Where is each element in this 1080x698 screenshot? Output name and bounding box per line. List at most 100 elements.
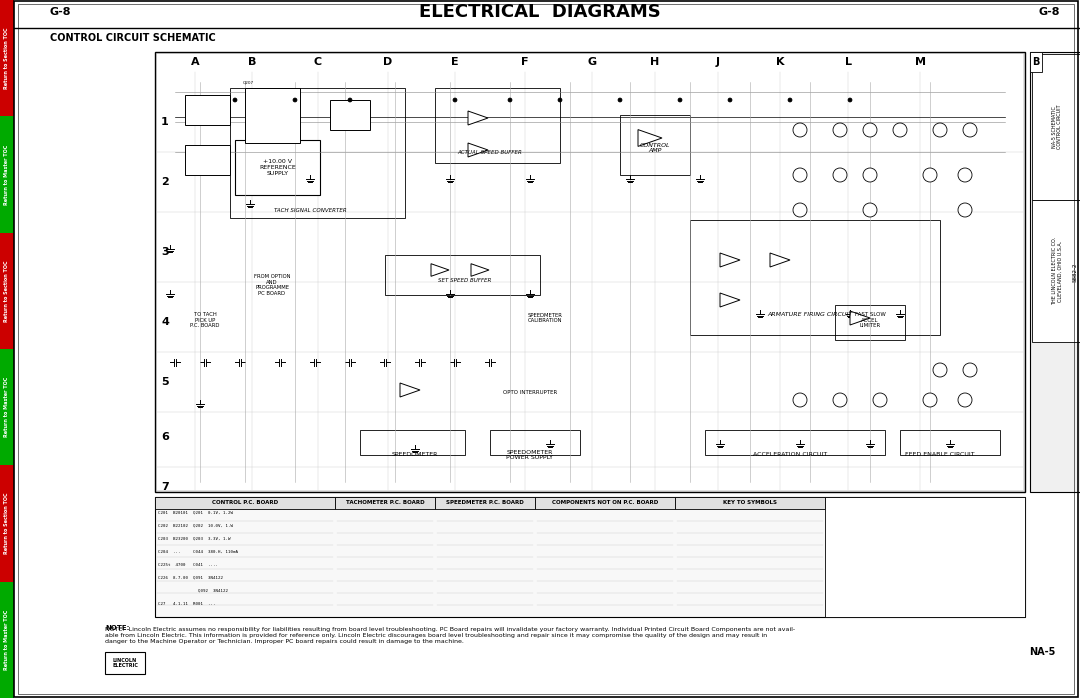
Text: THE LINCOLN ELECTRIC CO.
CLEVELAND, OHIO U.S.A.: THE LINCOLN ELECTRIC CO. CLEVELAND, OHIO… <box>1052 237 1063 305</box>
Circle shape <box>793 203 807 217</box>
Bar <box>156 52 1025 492</box>
Circle shape <box>788 98 792 102</box>
Bar <box>156 497 335 509</box>
Circle shape <box>963 363 977 377</box>
Circle shape <box>293 98 297 102</box>
Text: G: G <box>588 57 596 67</box>
Text: ACTUAL SPEED BUFFER: ACTUAL SPEED BUFFER <box>458 149 523 154</box>
Circle shape <box>348 98 352 102</box>
Text: ARMATURE FIRING CIRCUIT: ARMATURE FIRING CIRCUIT <box>768 313 852 318</box>
Text: H: H <box>650 57 660 67</box>
Circle shape <box>863 203 877 217</box>
Circle shape <box>618 98 622 102</box>
Text: SPEEDMETER
CALIBRATION: SPEEDMETER CALIBRATION <box>527 313 563 323</box>
Bar <box>156 497 1025 617</box>
Text: 2: 2 <box>161 177 168 187</box>
Text: E: E <box>451 57 459 67</box>
Text: Return to Section TOC: Return to Section TOC <box>4 260 10 322</box>
Bar <box>825 497 1025 617</box>
Text: Q092  3N4122: Q092 3N4122 <box>158 589 228 593</box>
Circle shape <box>873 393 887 407</box>
Text: C225t  4700   C041  ....: C225t 4700 C041 .... <box>158 563 218 567</box>
Text: CONTROL
AMP: CONTROL AMP <box>639 142 671 154</box>
Text: Return to Section TOC: Return to Section TOC <box>4 27 10 89</box>
Text: FEED ENABLE CIRCUIT: FEED ENABLE CIRCUIT <box>905 452 975 457</box>
Circle shape <box>793 168 807 182</box>
Circle shape <box>833 123 847 137</box>
Bar <box>900 430 1000 455</box>
Bar <box>1030 52 1080 492</box>
Text: ELECTRICAL  DIAGRAMS: ELECTRICAL DIAGRAMS <box>419 3 661 21</box>
Text: NA-5: NA-5 <box>1028 647 1055 657</box>
Bar <box>535 497 675 509</box>
Bar <box>0 0 14 117</box>
Circle shape <box>678 98 681 102</box>
Text: Q207: Q207 <box>242 81 254 85</box>
Bar <box>185 95 230 125</box>
Circle shape <box>833 393 847 407</box>
Bar <box>384 255 540 295</box>
Bar <box>435 88 561 163</box>
Text: SPEEDOMETER
POWER SUPPLY: SPEEDOMETER POWER SUPPLY <box>507 450 554 461</box>
Circle shape <box>933 123 947 137</box>
Text: K: K <box>775 57 784 67</box>
Polygon shape <box>720 293 740 307</box>
Polygon shape <box>468 111 488 125</box>
Text: Return to Master TOC: Return to Master TOC <box>4 377 10 437</box>
Circle shape <box>848 98 852 102</box>
Text: CONTROL CIRCUIT SCHEMATIC: CONTROL CIRCUIT SCHEMATIC <box>50 33 216 43</box>
Text: Return to Master TOC: Return to Master TOC <box>4 610 10 670</box>
Bar <box>490 430 580 455</box>
Circle shape <box>863 168 877 182</box>
Polygon shape <box>468 143 488 157</box>
Polygon shape <box>431 264 449 276</box>
Circle shape <box>923 393 937 407</box>
Text: C226  8.7.00  Q091  3N4122: C226 8.7.00 Q091 3N4122 <box>158 576 222 580</box>
Text: NA-5 SCHEMATIC
CONTROL CIRCUIT: NA-5 SCHEMATIC CONTROL CIRCUIT <box>1052 105 1063 149</box>
Circle shape <box>923 168 937 182</box>
Text: C202  B22102  Q202  10.0V, 1.W: C202 B22102 Q202 10.0V, 1.W <box>158 524 233 528</box>
Text: +10.00 V
REFERENCE
SUPPLY: +10.00 V REFERENCE SUPPLY <box>259 159 296 176</box>
Text: 5: 5 <box>161 377 168 387</box>
Text: TACHOMETER P.C. BOARD: TACHOMETER P.C. BOARD <box>346 500 424 505</box>
Text: TO TACH
PICK UP
P.C. BOARD: TO TACH PICK UP P.C. BOARD <box>190 312 219 328</box>
Circle shape <box>793 393 807 407</box>
Text: C201  B20101  Q201  0.1V, 1.2W: C201 B20101 Q201 0.1V, 1.2W <box>158 511 233 515</box>
Text: 7: 7 <box>161 482 168 492</box>
Circle shape <box>233 98 237 102</box>
Text: 3: 3 <box>161 247 168 257</box>
Text: 5882-2: 5882-2 <box>1072 262 1078 282</box>
Polygon shape <box>770 253 789 267</box>
Text: ACCELERATION CIRCUIT: ACCELERATION CIRCUIT <box>753 452 827 457</box>
Text: A: A <box>191 57 200 67</box>
Text: CONTROL P.C. BOARD: CONTROL P.C. BOARD <box>212 500 278 505</box>
Polygon shape <box>720 253 740 267</box>
Bar <box>0 117 14 232</box>
Text: LINCOLN
ELECTRIC: LINCOLN ELECTRIC <box>112 658 138 669</box>
Circle shape <box>833 168 847 182</box>
Text: Return to Master TOC: Return to Master TOC <box>4 144 10 205</box>
Polygon shape <box>638 130 662 147</box>
Bar <box>0 232 14 349</box>
Circle shape <box>558 98 562 102</box>
Circle shape <box>958 203 972 217</box>
Bar <box>335 497 435 509</box>
Circle shape <box>958 393 972 407</box>
Polygon shape <box>400 383 420 397</box>
Circle shape <box>728 98 732 102</box>
Bar <box>185 145 230 175</box>
Circle shape <box>963 123 977 137</box>
Text: C203  B23200  Q203  3.3V, 1.W: C203 B23200 Q203 3.3V, 1.W <box>158 537 230 541</box>
Bar <box>1032 200 1080 342</box>
Text: FAST SLOW
ACCEL
LIMITER: FAST SLOW ACCEL LIMITER <box>854 312 886 328</box>
Bar <box>835 305 905 340</box>
Text: SPEEDMETER P.C. BOARD: SPEEDMETER P.C. BOARD <box>446 500 524 505</box>
Bar <box>620 115 690 175</box>
Text: NOTE:: NOTE: <box>105 625 130 631</box>
Bar <box>0 581 14 698</box>
Text: F: F <box>522 57 529 67</box>
Text: B: B <box>1032 57 1040 67</box>
Text: G-8: G-8 <box>50 7 71 17</box>
Text: J: J <box>716 57 720 67</box>
Text: G-8: G-8 <box>1039 7 1059 17</box>
